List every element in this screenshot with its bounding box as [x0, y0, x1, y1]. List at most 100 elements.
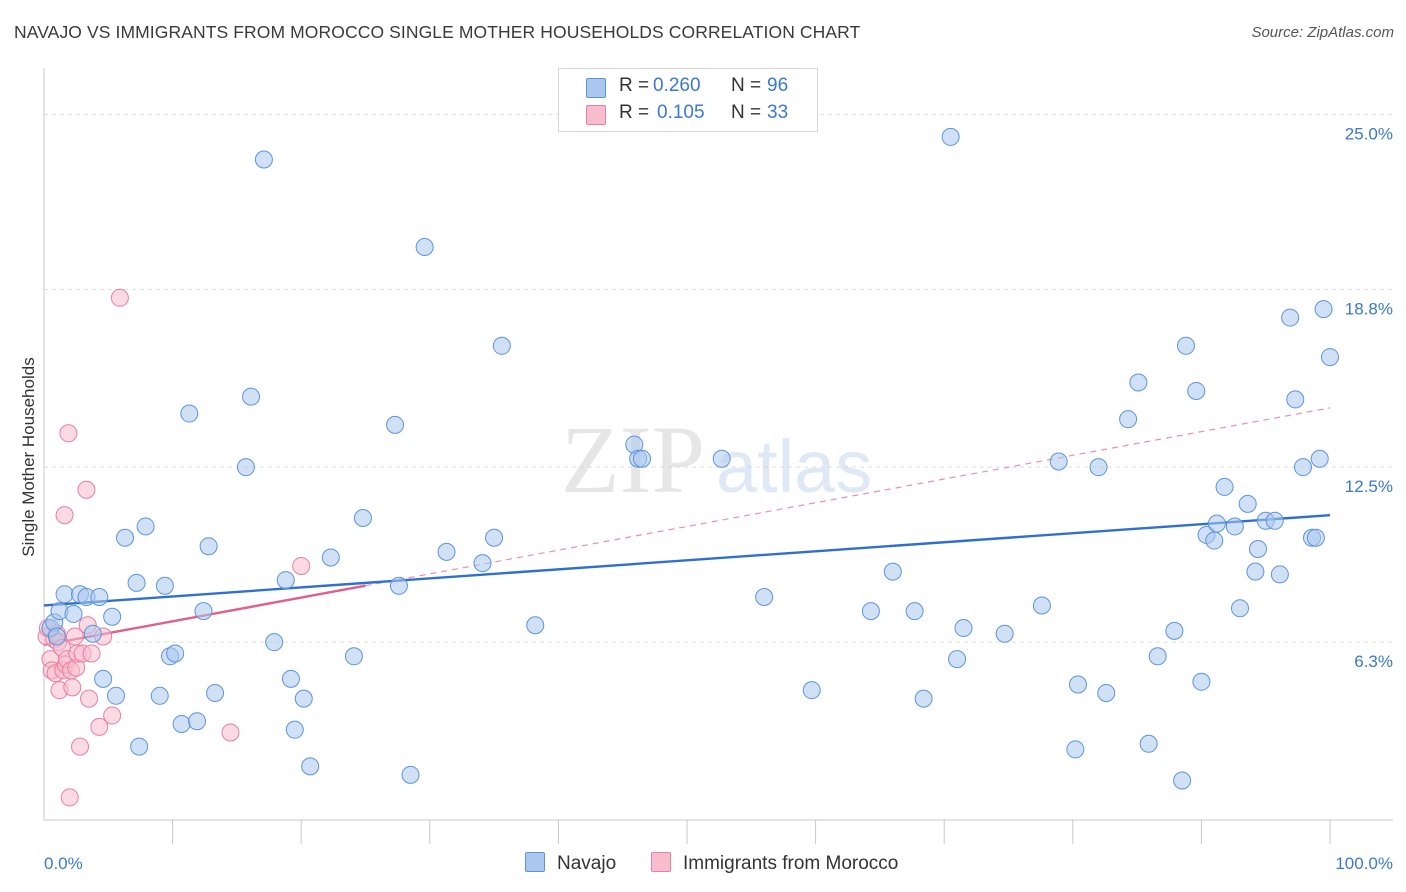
navajo-point	[276, 571, 295, 590]
y-axis-label: Single Mother Households	[19, 357, 38, 556]
navajo-point	[1097, 683, 1116, 702]
navajo-point	[103, 607, 122, 626]
navajo-point	[130, 737, 149, 756]
navajo-point	[1246, 562, 1265, 581]
navajo-point	[861, 602, 880, 621]
navajo-point	[941, 127, 960, 146]
navajo-point	[1049, 452, 1068, 471]
navajo-point	[281, 669, 300, 688]
navajo-point	[155, 576, 174, 595]
navajo-point	[242, 387, 261, 406]
navajo-point	[948, 650, 967, 669]
grid-lines	[44, 113, 1393, 643]
y-tick-label: 6.3%	[1354, 652, 1393, 671]
navajo-legend-swatch	[525, 852, 545, 872]
navajo-point	[301, 757, 320, 776]
navajo-point	[386, 415, 405, 434]
navajo-point	[206, 683, 225, 702]
source-label: Source: ZipAtlas.com	[1251, 24, 1394, 41]
navajo-point	[1215, 477, 1234, 496]
morocco-point	[71, 737, 90, 756]
navajo-point	[1165, 621, 1184, 640]
navajo-point	[1148, 647, 1167, 666]
navajo-points	[41, 127, 1339, 790]
navajo-point	[1281, 308, 1300, 327]
morocco-trend-extension	[365, 407, 1331, 587]
morocco-swatch	[586, 105, 606, 125]
navajo-point	[188, 712, 207, 731]
navajo-point	[199, 537, 218, 556]
navajo-point	[1230, 599, 1249, 618]
navajo-point	[285, 720, 304, 739]
navajo-legend-label: Navajo	[557, 853, 617, 874]
navajo-point	[914, 689, 933, 708]
navajo-point	[1205, 531, 1224, 550]
navajo-point	[883, 562, 902, 581]
navajo-point	[1270, 565, 1289, 584]
navajo-point	[1119, 410, 1138, 429]
x-tick-label: 0.0%	[44, 854, 83, 873]
legend-item-morocco: Immigrants from Morocco	[651, 852, 898, 875]
legend-n-label: N =	[731, 102, 762, 123]
morocco-point	[221, 723, 240, 742]
morocco-point	[77, 480, 96, 499]
legend-r-label: R =	[619, 102, 650, 123]
navajo-point	[437, 542, 456, 561]
navajo-point	[172, 715, 191, 734]
navajo-point	[55, 585, 74, 604]
navajo-point	[1293, 458, 1312, 477]
navajo-point	[492, 336, 511, 355]
navajo-point	[1321, 348, 1339, 367]
legend-row-morocco: R = 0.105 N = 33	[559, 102, 817, 126]
navajo-point	[94, 669, 113, 688]
navajo-point	[1306, 528, 1325, 547]
morocco-point	[110, 288, 129, 307]
navajo-point	[150, 686, 169, 705]
legend-row-navajo: R = 0.260 N = 96	[559, 75, 817, 99]
y-tick-label: 18.8%	[1345, 299, 1393, 318]
correlation-legend: R = 0.260 N = 96 R = 0.105 N = 33	[558, 68, 818, 132]
legend-item-navajo: Navajo	[525, 852, 616, 875]
navajo-point	[802, 681, 821, 700]
morocco-point	[82, 644, 101, 663]
morocco-point	[90, 717, 109, 736]
navajo-point	[712, 449, 731, 468]
morocco-legend-swatch	[651, 852, 671, 872]
navajo-point	[344, 647, 363, 666]
navajo-point	[1139, 734, 1158, 753]
chart-title: NAVAJO VS IMMIGRANTS FROM MOROCCO SINGLE…	[14, 22, 861, 42]
navajo-point	[1066, 740, 1085, 759]
watermark-atlas: atlas	[716, 425, 872, 508]
navajo-point	[389, 576, 408, 595]
navajo-point	[1238, 494, 1257, 513]
navajo-point	[995, 624, 1014, 643]
legend-r-value: 0.105	[657, 102, 705, 123]
navajo-point	[1187, 381, 1206, 400]
morocco-point	[292, 556, 311, 575]
navajo-point	[401, 765, 420, 784]
navajo-point	[1068, 675, 1087, 694]
morocco-point	[55, 506, 74, 525]
morocco-point	[63, 678, 82, 697]
legend-r-value: 0.260	[653, 75, 701, 96]
navajo-point	[136, 517, 155, 536]
navajo-point	[1089, 458, 1108, 477]
navajo-point	[254, 150, 273, 169]
navajo-point	[180, 404, 199, 423]
x-tick-label: 100.0%	[1335, 854, 1393, 873]
navajo-point	[1248, 540, 1267, 559]
navajo-point	[1129, 373, 1148, 392]
navajo-point	[236, 458, 255, 477]
navajo-point	[294, 689, 313, 708]
morocco-point	[59, 424, 78, 443]
navajo-point	[1265, 511, 1284, 530]
morocco-point	[80, 689, 99, 708]
navajo-point	[1207, 514, 1226, 533]
navajo-swatch	[586, 78, 606, 98]
legend-n-value: 33	[767, 102, 789, 123]
y-tick-label: 25.0%	[1345, 124, 1393, 143]
morocco-legend-label: Immigrants from Morocco	[683, 853, 899, 874]
legend-r-label: R =	[619, 75, 650, 96]
navajo-point	[116, 528, 135, 547]
navajo-point	[166, 644, 185, 663]
